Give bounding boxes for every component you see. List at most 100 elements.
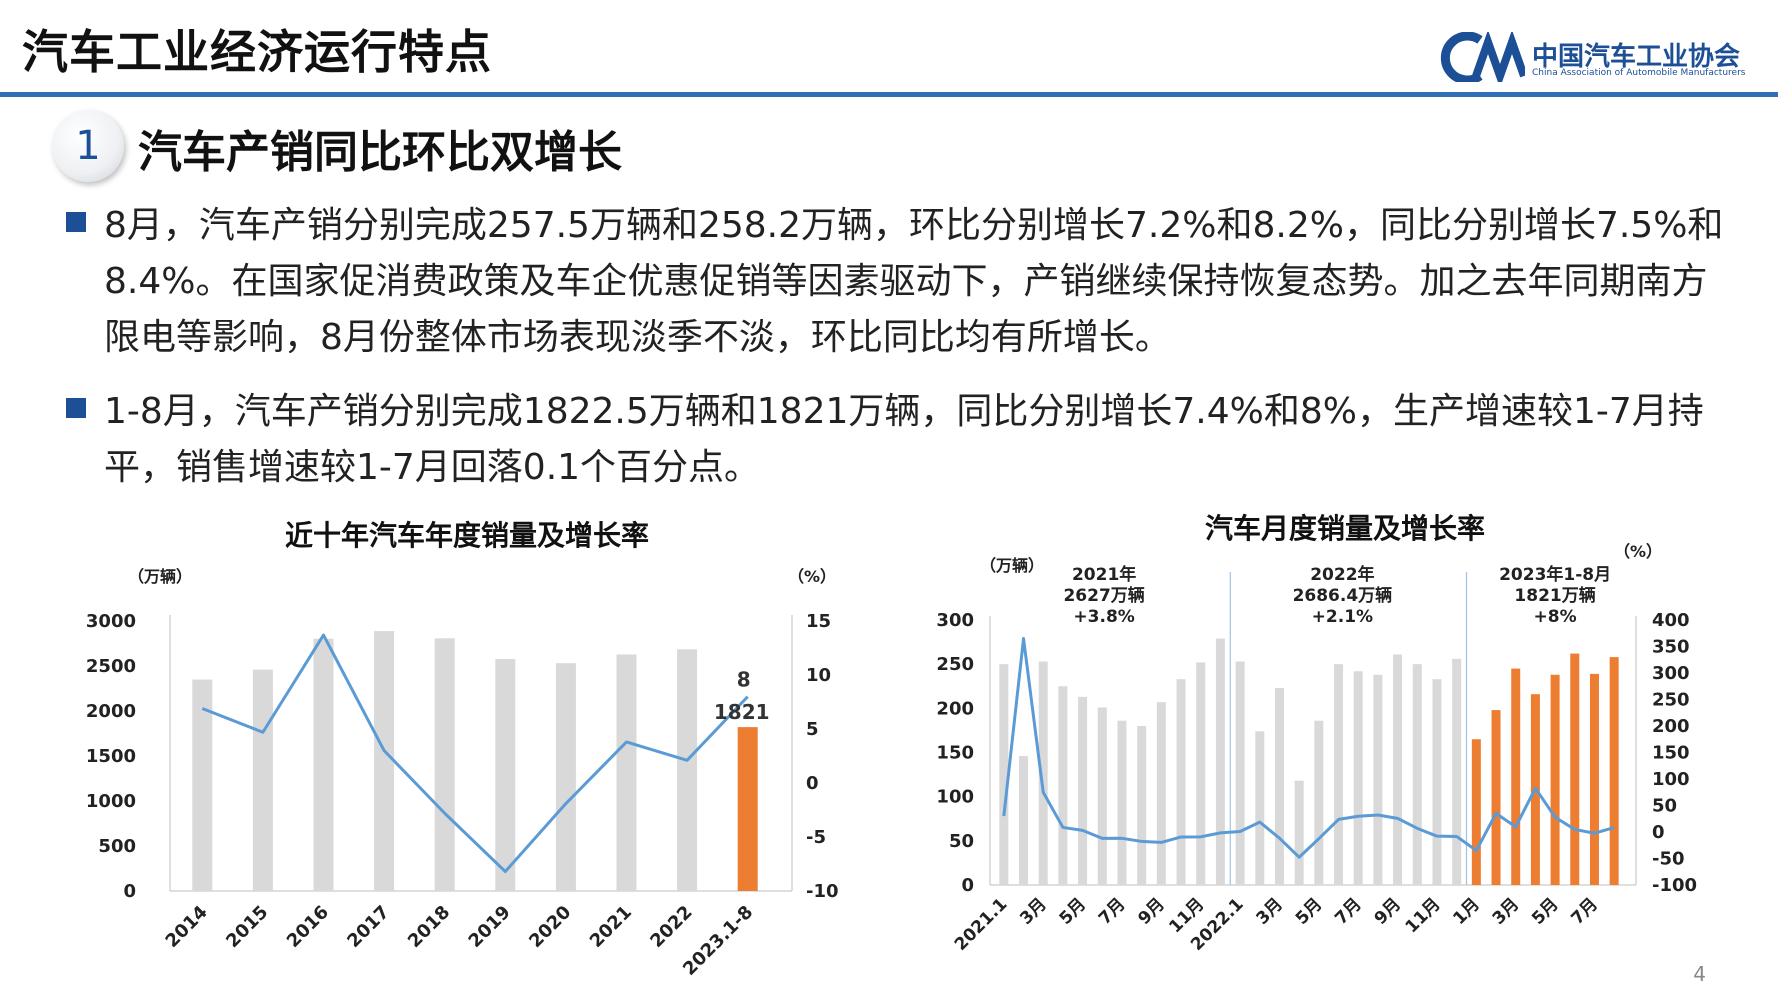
left-tick-label: 100 [936,787,974,808]
x-tick-label: 2016 [283,902,333,952]
chart2-title: 汽车月度销量及增长率 [1205,512,1486,545]
bar [1038,661,1048,885]
logo-chinese-name: 中国汽车工业协会 [1532,42,1741,72]
left-tick-label: 0 [961,875,974,896]
bar [434,638,455,891]
x-tick-label: 9月 [1134,894,1169,929]
annotation-text: 1821万辆 [1514,585,1595,606]
left-tick-label: 2500 [86,656,136,677]
bar [1570,653,1580,885]
right-tick-label: 15 [806,611,831,632]
x-tick-label: 5月 [1528,894,1563,929]
caam-logo: 中国汽车工业协会 China Association of Automobile… [1440,32,1760,84]
page-title: 汽车工业经济运行特点 [22,25,492,79]
right-tick-label: 0 [1652,822,1665,843]
x-tick-label: 2020 [525,902,575,952]
left-tick-label: 3000 [86,611,136,632]
left-tick-label: 50 [949,831,974,852]
bullet-square-icon [66,398,86,418]
bar [313,638,334,891]
bar [1373,674,1383,885]
x-tick-label: 3月 [1489,894,1524,929]
left-tick-label: 2000 [86,701,136,722]
bar-data-label: 1821 [714,700,770,724]
chart1-title: 近十年汽车年度销量及增长率 [285,519,650,552]
right-tick-label: 200 [1652,716,1690,737]
bar [1078,696,1088,885]
bar [1294,780,1304,885]
right-tick-label: 300 [1652,663,1690,684]
bar [1255,731,1265,885]
annotation-text: 2627万辆 [1063,585,1144,606]
bar [1511,668,1521,885]
right-tick-label: 5 [806,719,819,740]
x-tick-label: 7月 [1567,894,1602,929]
bar [616,654,637,891]
bar [1609,657,1619,885]
right-tick-label: -5 [806,827,826,848]
x-tick-label: 2015 [222,902,272,952]
bar [1196,662,1206,885]
x-tick-label: 9月 [1371,894,1406,929]
title-divider [0,92,1778,97]
bar [495,659,516,891]
x-tick-label: 3月 [1016,894,1051,929]
annotation-text: +8% [1534,607,1577,627]
x-tick-label: 5月 [1292,894,1327,929]
x-tick-label: 1月 [1449,894,1484,929]
x-tick-label: 2018 [404,902,454,952]
bar [737,727,758,891]
bar [1471,739,1481,885]
right-tick-label: 250 [1652,690,1690,711]
left-tick-label: 1000 [86,791,136,812]
bullet-text: 8月，汽车产销分别完成257.5万辆和258.2万辆，环比分别增长7.2%和8.… [104,205,1724,358]
bar [1137,726,1147,885]
bar [1334,664,1344,885]
left-tick-label: 150 [936,743,974,764]
line-data-label: 8 [737,668,751,692]
right-tick-label: 50 [1652,796,1677,817]
bar [1491,710,1501,885]
monthly-sales-chart: （万辆） （%） 0 50 100 150 200 250 300 -100 -50 0 50 100 15… [936,542,1697,955]
annotation-text: +2.1% [1312,607,1373,627]
x-tick-label: 2019 [465,902,515,952]
bar [1215,638,1225,885]
page-number: 4 [1693,962,1706,986]
bar [677,649,698,891]
annual-sales-chart: （万辆） （%） 0 500 1000 1500 2000 2500 3000 -10 -5 0 5 10… [86,567,839,980]
bar [1353,671,1363,885]
bar [1550,674,1560,885]
logo-english-name: China Association of Automobile Manufact… [1532,68,1746,78]
left-tick-label: 300 [936,610,974,631]
bar [999,664,1009,885]
left-axis-unit: （万辆） [128,567,192,586]
x-tick-label: 11月 [1402,894,1445,937]
x-tick-label: 2014 [162,902,212,952]
bar [1274,688,1284,885]
bar [1393,654,1403,885]
left-tick-label: 500 [98,836,136,857]
right-tick-label: 400 [1652,610,1690,631]
right-tick-label: 0 [806,773,819,794]
x-tick-label: 2022 [646,902,696,952]
right-tick-label: 10 [806,665,831,686]
growth-rate-line [201,633,749,874]
right-tick-label: -50 [1652,849,1685,870]
left-tick-label: 200 [936,698,974,719]
caam-logo-icon [1440,32,1525,82]
right-tick-label: -10 [806,881,839,902]
x-tick-label: 5月 [1056,894,1091,929]
left-tick-label: 0 [123,881,136,902]
section-title: 汽车产销同比环比双增长 [138,127,622,178]
annotation-text: 2023年1-8月 [1499,564,1611,585]
bar [1589,673,1599,885]
bar [1058,686,1068,885]
bar [1412,664,1422,885]
bar [1019,756,1029,885]
left-tick-label: 1500 [86,746,136,767]
x-tick-label: 2017 [343,902,393,952]
bar [555,663,576,891]
right-tick-label: -100 [1652,875,1697,896]
bar [1117,720,1127,885]
bar [374,631,395,891]
